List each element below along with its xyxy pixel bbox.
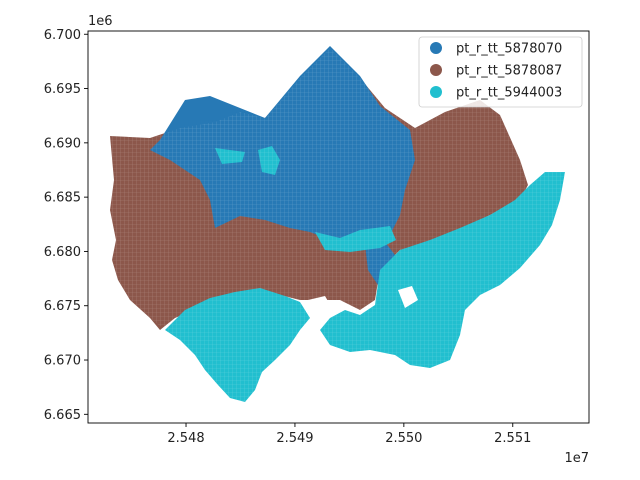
legend-marker xyxy=(430,86,442,98)
y-tick-label: 6.700 xyxy=(44,28,81,43)
legend-box xyxy=(418,36,583,108)
legend-entry: pt_r_tt_5878087 xyxy=(430,64,562,79)
y-tick-label: 6.680 xyxy=(44,245,81,260)
x-tick-label: 2.548 xyxy=(167,431,204,446)
x-axis: 2.548 2.549 2.550 2.551 xyxy=(167,423,531,446)
legend-label: pt_r_tt_5944003 xyxy=(456,86,562,101)
cell-grid-overlay xyxy=(110,48,565,402)
y-tick-label: 6.665 xyxy=(44,408,81,423)
region-polygons xyxy=(110,46,565,402)
x-tick-label: 2.550 xyxy=(385,431,422,446)
legend-marker xyxy=(430,42,442,54)
legend-entry: pt_r_tt_5944003 xyxy=(430,86,562,101)
y-tick-label: 6.685 xyxy=(44,191,81,206)
legend-label: pt_r_tt_5878070 xyxy=(456,42,562,57)
x-offset-label: 1e7 xyxy=(564,451,589,466)
y-tick-label: 6.670 xyxy=(44,354,81,369)
y-offset-label: 1e6 xyxy=(88,14,113,29)
legend-label: pt_r_tt_5878087 xyxy=(456,64,562,79)
y-tick-label: 6.690 xyxy=(44,136,81,151)
y-axis: 6.665 6.670 6.675 6.680 6.685 6.690 6.695 6.700 xyxy=(44,28,88,423)
legend-marker xyxy=(430,64,442,76)
y-tick-label: 6.675 xyxy=(44,299,81,314)
x-tick-label: 2.549 xyxy=(276,431,313,446)
x-tick-label: 2.551 xyxy=(494,431,531,446)
legend: pt_r_tt_5878070 pt_r_tt_5878087 pt_r_tt_… xyxy=(418,36,583,108)
y-tick-label: 6.695 xyxy=(44,82,81,97)
legend-entry: pt_r_tt_5878070 xyxy=(430,42,562,57)
